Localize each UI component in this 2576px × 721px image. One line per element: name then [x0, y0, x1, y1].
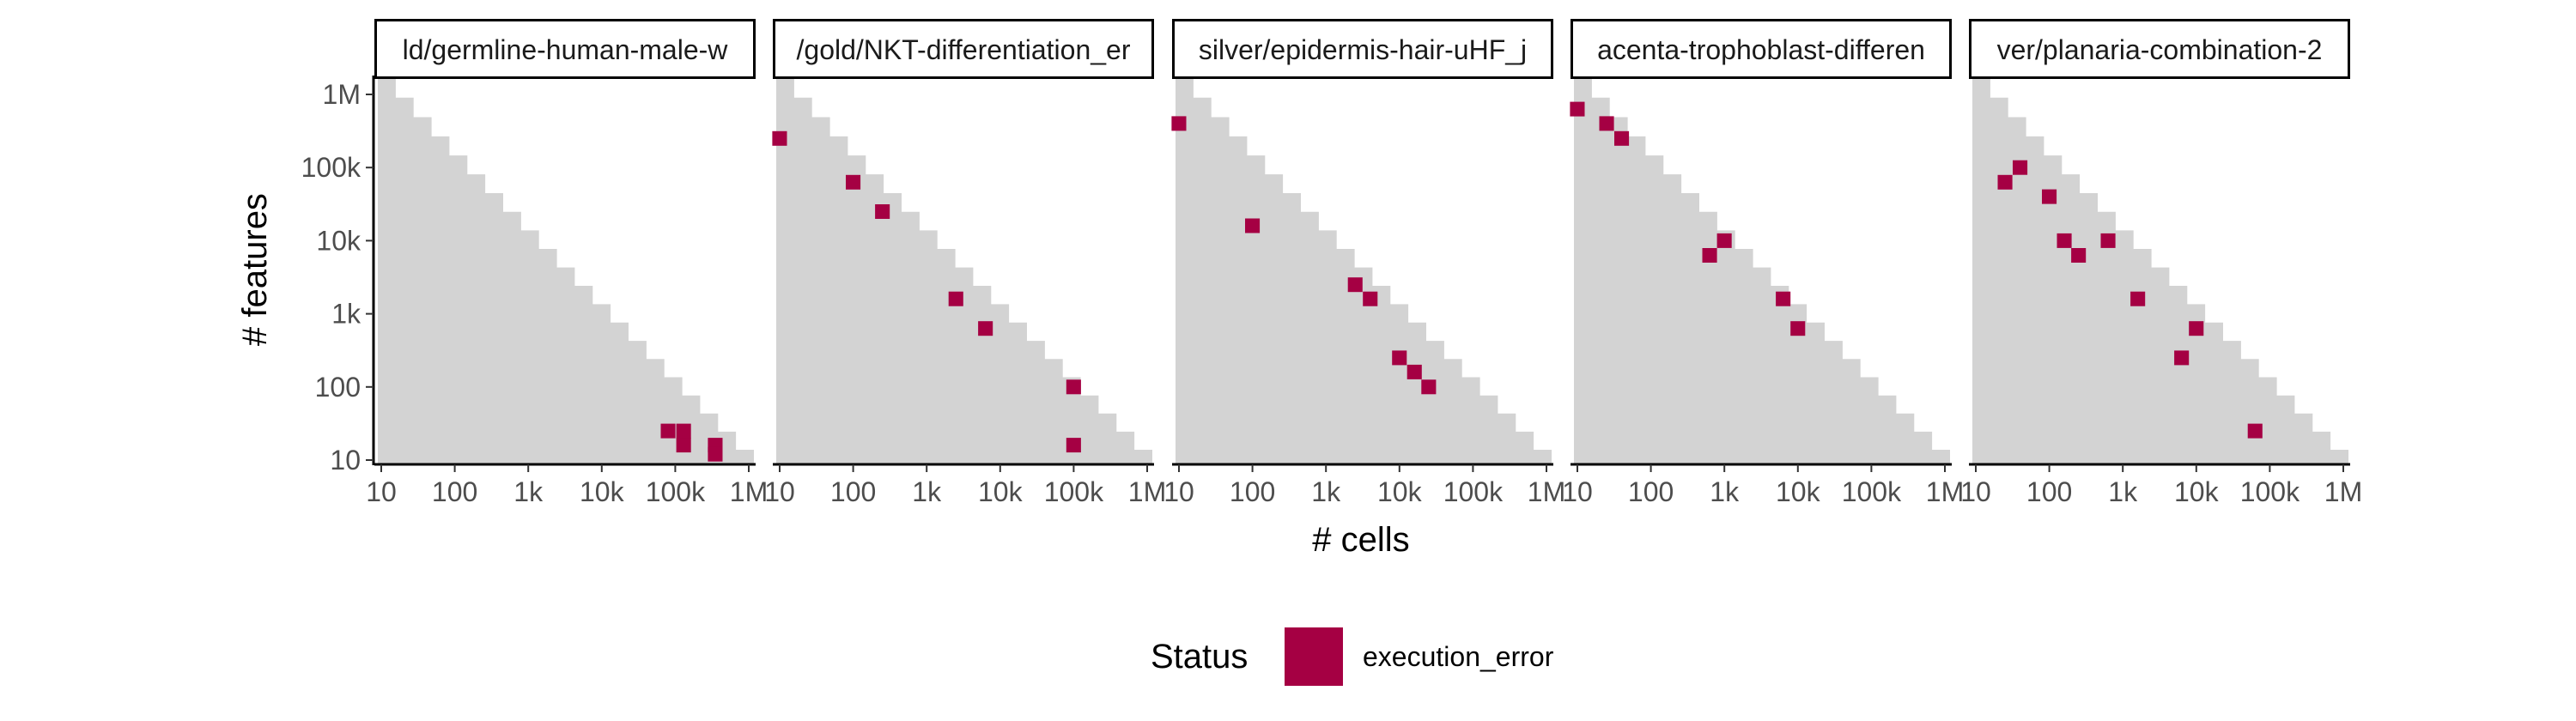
data-cell-execution-error	[2013, 160, 2028, 175]
data-cell-execution-error	[1392, 350, 1407, 366]
y-tick-label: 100k	[301, 152, 361, 183]
background-region	[1176, 77, 1552, 464]
data-cell-execution-error	[2174, 350, 2190, 366]
x-tick-label: 1M	[730, 476, 768, 507]
data-cell-execution-error	[2042, 189, 2057, 204]
x-tick-label: 1M	[2324, 476, 2362, 507]
x-tick-label: 1M	[1926, 476, 1964, 507]
x-tick-label: 1k	[912, 476, 942, 507]
facet-strip	[374, 19, 756, 79]
x-tick-label: 10k	[1377, 476, 1423, 507]
data-cell-execution-error	[1716, 233, 1732, 248]
facet-strip-label: acenta-trophoblast-differen	[1597, 34, 1925, 65]
data-cell-execution-error	[1614, 130, 1630, 146]
x-axis-title: # cells	[1312, 521, 1409, 559]
x-tick-label: 1M	[1128, 476, 1166, 507]
facet-strip	[1172, 19, 1553, 79]
x-tick-label: 10	[764, 476, 795, 507]
background-region	[1574, 77, 1950, 464]
x-tick-label: 1k	[1710, 476, 1740, 507]
x-tick-label: 100	[1230, 476, 1275, 507]
data-cell-execution-error	[676, 423, 691, 439]
x-tick-label: 1k	[513, 476, 544, 507]
background-region	[378, 77, 754, 464]
facet-strip-label: ver/planaria-combination-2	[1997, 34, 2323, 65]
data-cell-execution-error	[660, 423, 676, 439]
facet-strip-label: ld/germline-human-male-w	[403, 34, 729, 65]
x-tick-label: 100k	[646, 476, 706, 507]
y-tick-label: 10k	[316, 225, 361, 256]
x-tick-label: 10k	[978, 476, 1024, 507]
background-region	[1972, 77, 2348, 464]
data-cell-execution-error	[1066, 379, 1081, 395]
x-tick-label: 1k	[2108, 476, 2138, 507]
x-tick-label: 100k	[1443, 476, 1504, 507]
legend-label-execution-error: execution_error	[1363, 641, 1554, 672]
x-tick-label: 100k	[1044, 476, 1104, 507]
x-tick-label: 100	[1628, 476, 1674, 507]
data-cell-execution-error	[708, 446, 723, 462]
facet-strip	[1969, 19, 2350, 79]
legend-title: Status	[1151, 638, 1248, 676]
x-tick-label: 10k	[580, 476, 625, 507]
data-cell-execution-error	[1599, 116, 1614, 131]
data-cell-execution-error	[1702, 248, 1717, 263]
x-tick-label: 100	[830, 476, 876, 507]
data-cell-execution-error	[978, 321, 993, 336]
background-region	[776, 77, 1152, 464]
data-cell-execution-error	[1421, 379, 1437, 395]
x-tick-label: 10k	[1776, 476, 1821, 507]
y-tick-label: 100	[315, 372, 361, 403]
x-tick-label: 1k	[1311, 476, 1341, 507]
x-tick-label: 100	[432, 476, 477, 507]
data-cell-execution-error	[772, 130, 787, 146]
x-tick-label: 10	[366, 476, 397, 507]
x-tick-label: 10k	[2174, 476, 2220, 507]
data-cell-execution-error	[2071, 248, 2087, 263]
x-tick-label: 100k	[2240, 476, 2300, 507]
data-cell-execution-error	[676, 438, 691, 453]
data-cell-execution-error	[1406, 364, 1422, 379]
data-cell-execution-error	[1171, 116, 1187, 131]
data-cell-execution-error	[2100, 233, 2116, 248]
data-cell-execution-error	[1776, 291, 1791, 306]
data-cell-execution-error	[1790, 321, 1806, 336]
x-tick-label: 100	[2026, 476, 2072, 507]
data-cell-execution-error	[875, 204, 890, 219]
x-tick-label: 10	[1163, 476, 1194, 507]
data-cell-execution-error	[1363, 291, 1378, 306]
x-tick-label: 10	[1960, 476, 1991, 507]
data-cell-execution-error	[1066, 438, 1081, 453]
facet-strip-label: silver/epidermis-hair-uHF_j	[1199, 34, 1527, 65]
data-cell-execution-error	[1245, 218, 1261, 233]
y-tick-label: 10	[330, 445, 361, 476]
y-tick-label: 1M	[323, 79, 361, 110]
y-tick-label: 1k	[331, 299, 361, 330]
data-cell-execution-error	[2057, 233, 2072, 248]
data-cell-execution-error	[846, 174, 861, 190]
data-cell-execution-error	[1347, 277, 1363, 293]
y-axis-title: # features	[236, 193, 274, 346]
x-tick-label: 10	[1562, 476, 1593, 507]
legend-swatch-execution-error	[1285, 627, 1343, 686]
data-cell-execution-error	[2247, 423, 2263, 439]
facet-strip	[773, 19, 1154, 79]
data-cell-execution-error	[2189, 321, 2204, 336]
facet-strip-label: /gold/NKT-differentiation_er	[797, 34, 1131, 65]
data-cell-execution-error	[1997, 174, 2013, 190]
facet-strip	[1571, 19, 1952, 79]
data-cell-execution-error	[1570, 101, 1585, 117]
data-cell-execution-error	[948, 291, 963, 306]
data-cell-execution-error	[2130, 291, 2146, 306]
x-tick-label: 100k	[1842, 476, 1902, 507]
x-tick-label: 1M	[1528, 476, 1565, 507]
